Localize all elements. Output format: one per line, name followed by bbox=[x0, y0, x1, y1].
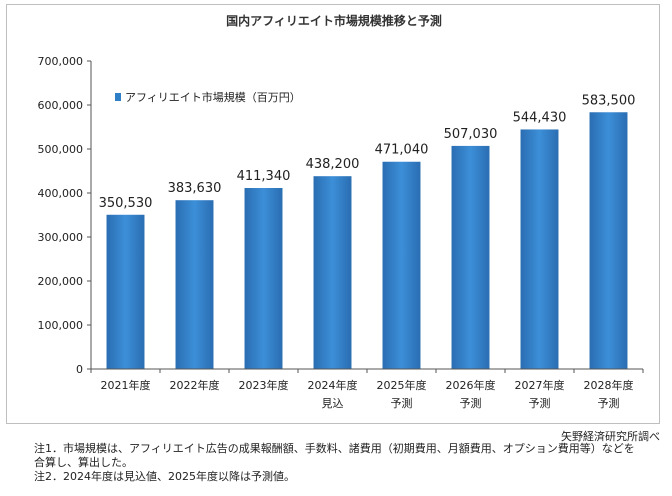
bar-value-label: 383,630 bbox=[168, 181, 222, 196]
x-tick-sublabel: 予測 bbox=[460, 396, 482, 410]
y-tick-label: 300,000 bbox=[38, 231, 84, 244]
y-tick-label: 500,000 bbox=[38, 143, 84, 156]
x-tick-sublabel: 予測 bbox=[391, 396, 413, 410]
x-tick-sublabel: 予測 bbox=[529, 396, 551, 410]
bar-value-label: 507,030 bbox=[444, 127, 498, 142]
legend-label: アフィリエイト市場規模（百万円） bbox=[125, 90, 301, 104]
x-tick-sublabel: 見込 bbox=[322, 397, 344, 410]
bar-value-label: 583,500 bbox=[582, 93, 636, 108]
y-axis: 0 100,000 200,000 300,000 400,000 500,000 600,… bbox=[38, 55, 92, 376]
bar-value-label: 438,200 bbox=[306, 157, 360, 172]
bar bbox=[382, 161, 421, 369]
legend: アフィリエイト市場規模（百万円） bbox=[115, 90, 301, 104]
x-tick-sublabel: 予測 bbox=[598, 396, 620, 410]
x-tick-label: 2027年度 bbox=[515, 378, 565, 392]
bar bbox=[313, 176, 352, 369]
bar bbox=[520, 129, 559, 369]
x-tick-label: 2021年度 bbox=[101, 378, 151, 392]
x-tick-label: 2022年度 bbox=[170, 378, 220, 392]
y-tick-label: 400,000 bbox=[38, 187, 84, 200]
chart-frame: 国内アフィリエイト市場規模推移と予測 アフィリエイト市場規模（百万円） 0 100… bbox=[6, 4, 660, 424]
footnote-1: 注1．市場規模は、アフィリエイト広告の成果報酬額、手数料、諸費用（初期費用、月額… bbox=[34, 442, 635, 455]
footnotes: 注1．市場規模は、アフィリエイト広告の成果報酬額、手数料、諸費用（初期費用、月額… bbox=[34, 442, 635, 484]
x-tick-label: 2023年度 bbox=[239, 378, 289, 392]
y-tick-label: 600,000 bbox=[38, 99, 84, 112]
footnote-1-continued: 合算し、算出した。 bbox=[34, 456, 133, 469]
bar-chart: 国内アフィリエイト市場規模推移と予測 アフィリエイト市場規模（百万円） 0 100… bbox=[38, 13, 644, 410]
x-tick-label: 2025年度 bbox=[377, 378, 427, 392]
y-tick-label: 200,000 bbox=[38, 275, 84, 288]
bar bbox=[106, 214, 145, 369]
bar bbox=[589, 112, 628, 369]
bar bbox=[175, 200, 214, 369]
bar bbox=[244, 188, 283, 369]
footnote-2: 注2．2024年度は見込値、2025年度以降は予測値。 bbox=[34, 470, 295, 483]
legend-swatch bbox=[115, 93, 121, 101]
bar bbox=[451, 145, 490, 369]
bars bbox=[106, 112, 628, 369]
y-tick-label: 700,000 bbox=[38, 55, 84, 68]
source-note: 矢野経済研究所調べ bbox=[561, 430, 660, 443]
x-axis: 2021年度 2022年度 2023年度 2024年度見込2025年度予測2026年度… bbox=[90, 368, 644, 410]
y-tick-label: 0 bbox=[76, 363, 83, 376]
value-labels: 350,530 383,630 411,340 438,200 471,040 507,0… bbox=[99, 93, 636, 211]
bar-value-label: 544,430 bbox=[513, 110, 567, 125]
chart-title: 国内アフィリエイト市場規模推移と予測 bbox=[226, 13, 442, 28]
x-tick-label: 2026年度 bbox=[446, 378, 496, 392]
bar-value-label: 350,530 bbox=[99, 196, 153, 211]
x-tick-label: 2028年度 bbox=[584, 378, 634, 392]
bar-value-label: 411,340 bbox=[237, 169, 291, 184]
bar-value-label: 471,040 bbox=[375, 143, 429, 158]
y-tick-label: 100,000 bbox=[38, 319, 84, 332]
x-tick-label: 2024年度 bbox=[308, 378, 358, 392]
